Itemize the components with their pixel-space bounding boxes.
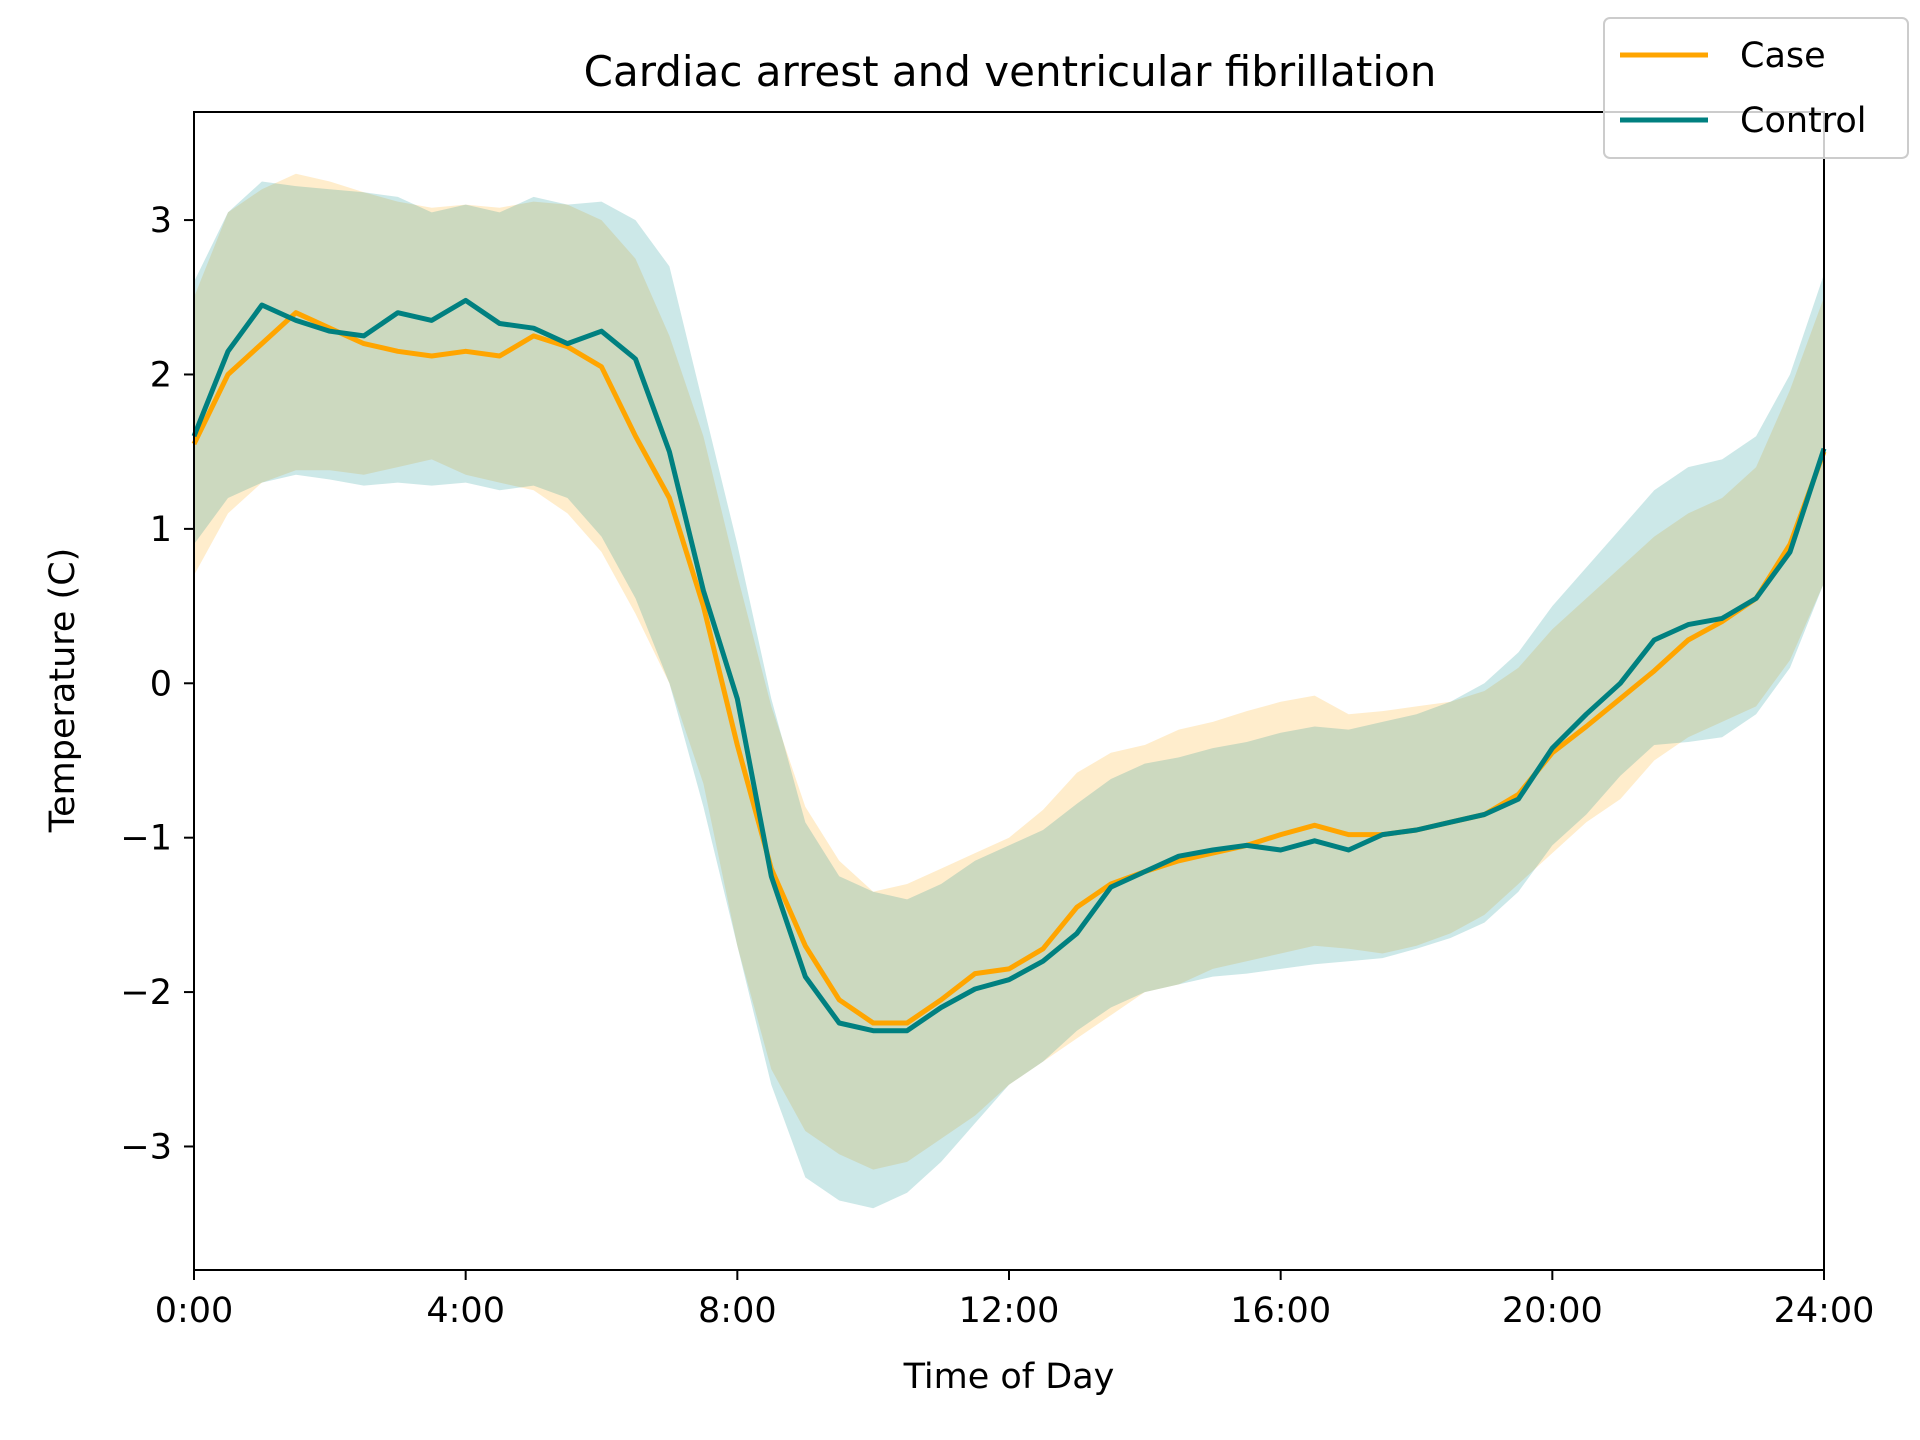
band-control bbox=[194, 181, 1824, 1209]
y-tick-label: 3 bbox=[150, 201, 172, 241]
y-tick-label: 0 bbox=[150, 664, 172, 704]
series-line-control bbox=[191, 297, 1827, 1034]
x-tick-label: 4:00 bbox=[426, 1291, 505, 1331]
x-tick-label: 20:00 bbox=[1502, 1291, 1603, 1331]
legend: Case Control bbox=[1603, 17, 1909, 159]
band-case bbox=[194, 173, 1824, 1170]
y-tick-label: 2 bbox=[150, 355, 172, 395]
x-tick-label: 24:00 bbox=[1774, 1291, 1875, 1331]
y-tick-label: −1 bbox=[120, 819, 172, 859]
x-axis: 0:00 4:00 8:00 12:00 16:00 20:00 24:00 bbox=[155, 1270, 1875, 1331]
y-axis-label: Temperature (C) bbox=[43, 548, 83, 834]
legend-label-case: Case bbox=[1740, 36, 1826, 76]
plot-area bbox=[191, 173, 1827, 1209]
x-tick-label: 8:00 bbox=[698, 1291, 777, 1331]
x-tick-label: 16:00 bbox=[1230, 1291, 1331, 1331]
y-tick-label: 1 bbox=[150, 510, 172, 550]
x-tick-label: 12:00 bbox=[959, 1291, 1060, 1331]
x-axis-label: Time of Day bbox=[903, 1357, 1115, 1397]
x-tick-label: 0:00 bbox=[155, 1291, 234, 1331]
chart-title: Cardiac arrest and ventricular fibrillat… bbox=[584, 47, 1437, 96]
y-axis: 3 2 1 0 −1 −2 −3 bbox=[120, 201, 194, 1167]
y-tick-label: −2 bbox=[120, 973, 172, 1013]
legend-label-control: Control bbox=[1740, 101, 1867, 141]
series-line-case bbox=[191, 310, 1827, 1026]
y-tick-label: −3 bbox=[120, 1127, 172, 1167]
